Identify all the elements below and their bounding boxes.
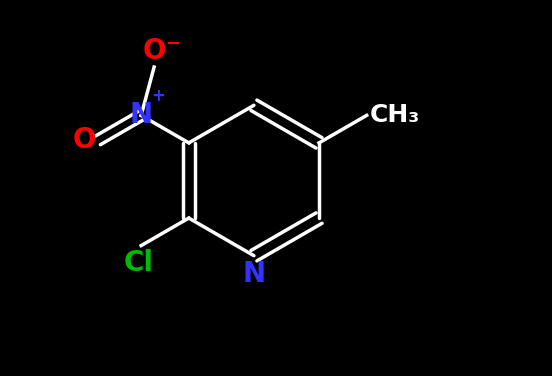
Text: Cl: Cl [123,249,153,277]
Text: O: O [142,37,166,65]
Text: O: O [72,126,96,155]
Text: +: + [151,87,165,105]
Text: −: − [165,35,181,53]
Text: CH₃: CH₃ [370,103,420,127]
Text: N: N [242,260,266,288]
Text: N: N [130,102,153,129]
